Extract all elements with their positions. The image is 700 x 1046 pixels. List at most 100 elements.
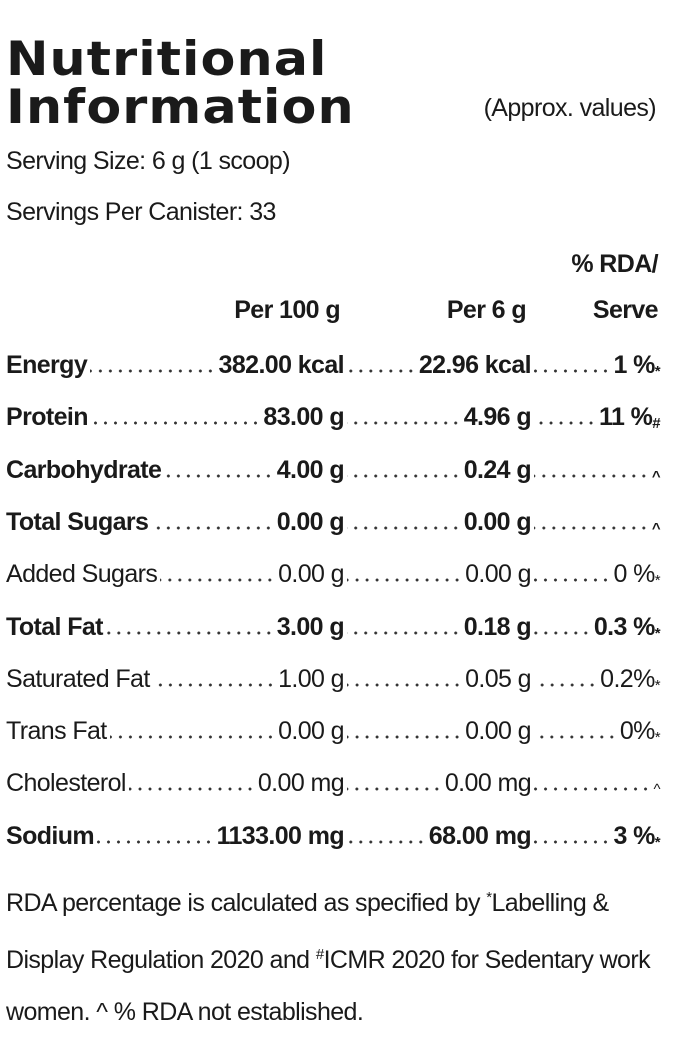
leader bbox=[90, 420, 261, 427]
column-header: Per 6 g bbox=[446, 296, 527, 324]
footnote: RDA percentage is calculated as specifie… bbox=[6, 872, 666, 1038]
column-header: Per 100 g bbox=[234, 296, 340, 324]
rda-mark: ^ bbox=[651, 467, 661, 485]
cell: Added Sugars 0.00 g bbox=[6, 560, 345, 589]
nutrient-name: Cholesterol bbox=[6, 769, 126, 798]
serving-size: Serving Size: 6 g (1 scoop) bbox=[6, 147, 291, 175]
cell: Energy 382.00 kcal bbox=[6, 351, 345, 380]
per-serve-value: 4.96 g bbox=[463, 403, 532, 432]
per-100g-value: 0.00 g bbox=[276, 507, 345, 536]
per-serve-value: 0.00 g bbox=[463, 507, 532, 536]
leader bbox=[534, 524, 649, 531]
leader bbox=[534, 734, 617, 741]
nutrient-row: Carbohydrate 4.00 g 0.24 g ^ bbox=[6, 445, 661, 485]
nutrient-row: Trans Fat 0.00 g 0.00 g 0% * bbox=[6, 706, 661, 747]
footnote-text: ICMR 2020 for Sedentary work women. ^ % … bbox=[6, 946, 651, 1026]
rda-mark: ^ bbox=[653, 781, 661, 799]
leader bbox=[534, 472, 649, 479]
cell: ^ bbox=[531, 781, 661, 799]
nutrient-name: Saturated Fat bbox=[6, 664, 150, 693]
per-100g-value: 0.00 g bbox=[278, 560, 345, 589]
cell: 0.05 g bbox=[344, 664, 532, 694]
leader bbox=[347, 786, 442, 793]
per-serve-value: 68.00 mg bbox=[428, 821, 532, 850]
rda-mark: * bbox=[654, 572, 661, 590]
leader bbox=[151, 524, 274, 531]
cell: 0.24 g bbox=[344, 456, 532, 485]
cell: 0.00 g bbox=[344, 507, 532, 537]
nutrient-row: Saturated Fat 1.00 g 0.05 g 0.2% * bbox=[6, 654, 661, 694]
leader bbox=[90, 368, 216, 374]
cell: 0.3 % * bbox=[531, 612, 661, 642]
leader bbox=[347, 681, 463, 688]
nutrient-name: Energy bbox=[6, 351, 88, 379]
leader bbox=[152, 681, 276, 688]
nutrient-name: Trans Fat bbox=[6, 717, 107, 746]
leader bbox=[534, 786, 651, 793]
rda-mark: * bbox=[654, 676, 661, 694]
leader bbox=[164, 472, 274, 479]
column-header: % RDA/ bbox=[571, 250, 658, 278]
leader bbox=[347, 472, 461, 479]
cell: 68.00 mg bbox=[344, 821, 532, 851]
nutrient-name: Total Sugars bbox=[6, 507, 149, 536]
leader bbox=[347, 368, 416, 374]
cell: Carbohydrate 4.00 g bbox=[6, 455, 345, 485]
leader bbox=[347, 524, 461, 531]
leader bbox=[534, 577, 611, 584]
cell: Saturated Fat 1.00 g bbox=[6, 664, 345, 694]
footnote-text: Labelling & Display Regulation 2020 and bbox=[6, 889, 609, 974]
nutrient-row: Added Sugars 0.00 g 0.00 g 0 % * bbox=[6, 549, 661, 590]
nutrient-row: Cholesterol 0.00 mg 0.00 mg ^ bbox=[6, 758, 661, 799]
leader bbox=[347, 420, 461, 427]
column-header: Serve bbox=[592, 296, 659, 324]
rda-mark: # bbox=[652, 415, 660, 433]
cell: Total Sugars 0.00 g bbox=[6, 507, 345, 537]
approx-note: (Approx. values) bbox=[483, 94, 657, 122]
leader bbox=[534, 681, 598, 688]
cell: 0.00 mg bbox=[344, 769, 532, 798]
nutrient-name: Total Fat bbox=[6, 612, 104, 641]
per-100g-value: 1133.00 mg bbox=[216, 821, 345, 850]
servings-per-container: Servings Per Canister: 33 bbox=[6, 198, 276, 226]
leader bbox=[534, 629, 591, 636]
nutrient-name: Sodium bbox=[6, 821, 95, 850]
nutrient-name: Protein bbox=[6, 403, 89, 432]
cell: 4.96 g bbox=[344, 403, 532, 432]
per-100g-value: 0.00 g bbox=[278, 717, 345, 746]
cell: 1 % * bbox=[531, 351, 661, 380]
rda-mark: * bbox=[654, 363, 661, 380]
nutrient-name: Added Sugars bbox=[6, 560, 158, 589]
leader bbox=[347, 734, 463, 741]
per-serve-value: 0.05 g bbox=[465, 664, 532, 693]
footnote-text: RDA percentage is calculated as specifie… bbox=[6, 889, 487, 917]
rda-value: 0 % bbox=[613, 560, 655, 589]
per-100g-value: 382.00 kcal bbox=[218, 351, 345, 379]
leader bbox=[347, 838, 426, 845]
leader bbox=[128, 786, 255, 793]
nutrient-row: Protein 83.00 g 4.96 g 11 % # bbox=[6, 392, 661, 433]
nutrient-row: Total Sugars 0.00 g 0.00 g ^ bbox=[6, 497, 661, 537]
per-100g-value: 83.00 g bbox=[263, 403, 344, 432]
nutrient-name: Carbohydrate bbox=[6, 455, 162, 484]
title: Information bbox=[6, 80, 355, 135]
cell: 0.2% * bbox=[531, 664, 661, 694]
cell: 0% * bbox=[531, 717, 661, 747]
rda-value: 0.2% bbox=[600, 664, 655, 693]
cell: 3 % * bbox=[531, 821, 661, 851]
rda-value: 0.3 % bbox=[593, 612, 656, 641]
rda-mark: * bbox=[654, 729, 661, 747]
rda-mark: ^ bbox=[651, 519, 661, 537]
cell: 0.00 g bbox=[344, 560, 532, 589]
cell: 22.96 kcal bbox=[344, 351, 532, 380]
rda-value: 0% bbox=[619, 717, 656, 746]
cell: ^ bbox=[531, 519, 661, 537]
per-100g-value: 3.00 g bbox=[276, 612, 345, 641]
cell: ^ bbox=[531, 467, 661, 485]
rda-value: 3 % bbox=[613, 821, 655, 850]
per-serve-value: 0.00 g bbox=[465, 717, 532, 746]
per-serve-value: 0.00 g bbox=[465, 560, 532, 589]
cell: Sodium 1133.00 mg bbox=[6, 821, 345, 851]
cell: 0.00 g bbox=[344, 717, 532, 746]
leader bbox=[105, 629, 274, 636]
